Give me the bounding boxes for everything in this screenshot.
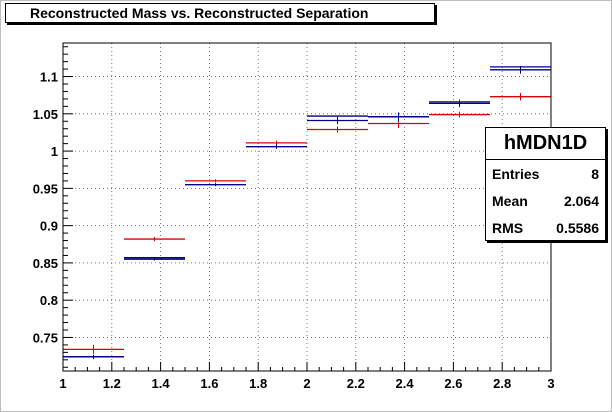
stats-value: 2.064 [563, 192, 599, 209]
stats-value: 8 [591, 165, 599, 182]
tick-label-layer: 1 1.2 1.4 1.6 1.8 2 2.2 2.4 2.6 2.8 3 0.75 0.8 0.85 0.… [33, 70, 555, 391]
y-tick-label: 0.8 [40, 293, 58, 308]
stats-label: Mean [492, 192, 528, 209]
stats-row-entries: Entries 8 [486, 160, 605, 187]
y-tick-label: 1.1 [40, 70, 58, 85]
x-tick-label: 2 [303, 376, 310, 391]
series-blue-2 [63, 66, 551, 358]
stats-row-mean: Mean 2.064 [486, 187, 605, 214]
x-tick-label: 2.6 [444, 376, 462, 391]
stats-label: Entries [492, 165, 540, 182]
grid-layer [63, 43, 551, 371]
x-tick-label: 2.4 [396, 376, 415, 391]
x-tick-label: 1 [59, 376, 66, 391]
series-red-0 [63, 92, 551, 354]
y-tick-label: 0.9 [40, 219, 58, 234]
y-tick-label: 0.85 [33, 256, 58, 271]
x-tick-label: 3 [547, 376, 554, 391]
stats-histogram-name: hMDN1D [486, 128, 605, 160]
stats-value: 0.5586 [556, 219, 599, 236]
y-tick-label: 1.05 [33, 107, 58, 122]
x-tick-label: 2.2 [347, 376, 365, 391]
chart-title-box: Reconstructed Mass vs. Reconstructed Sep… [5, 3, 435, 23]
stats-row-rms: RMS 0.5586 [486, 214, 605, 241]
x-tick-label: 2.8 [493, 376, 511, 391]
series-layer [63, 66, 551, 360]
x-tick-label: 1.8 [249, 376, 267, 391]
x-tick-label: 1.2 [103, 376, 121, 391]
y-tick-label: 1 [51, 144, 58, 159]
stats-box: hMDN1D Entries 8 Mean 2.064 RMS 0.5586 [485, 127, 606, 241]
x-tick-label: 1.6 [200, 376, 218, 391]
chart-title: Reconstructed Mass vs. Reconstructed Sep… [30, 5, 369, 21]
stats-label: RMS [492, 219, 524, 236]
y-tick-label: 0.75 [33, 330, 58, 345]
y-tick-label: 0.95 [33, 181, 58, 196]
x-tick-label: 1.4 [152, 376, 171, 391]
